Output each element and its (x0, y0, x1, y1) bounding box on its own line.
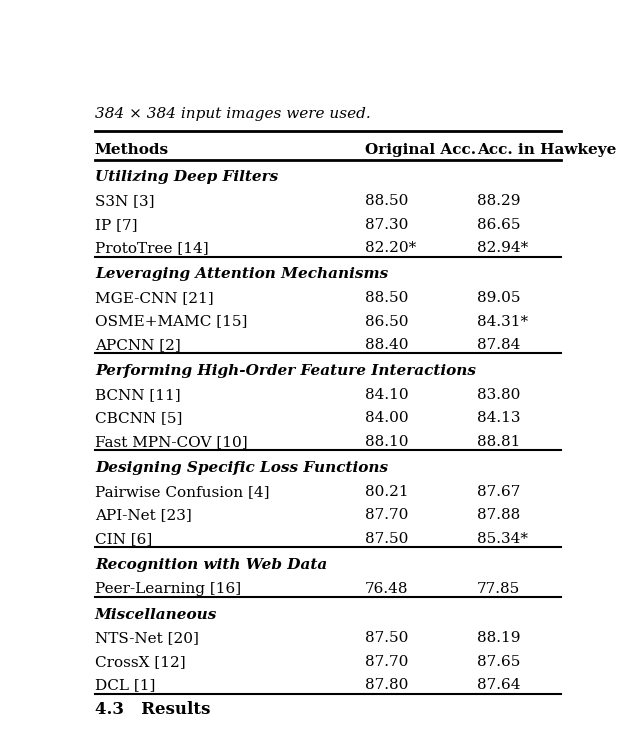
Text: 87.67: 87.67 (477, 485, 520, 499)
Text: 87.30: 87.30 (365, 218, 408, 231)
Text: 87.70: 87.70 (365, 655, 408, 669)
Text: CBCNN [5]: CBCNN [5] (95, 411, 182, 425)
Text: Fast MPN-COV [10]: Fast MPN-COV [10] (95, 435, 248, 449)
Text: Designing Specific Loss Functions: Designing Specific Loss Functions (95, 461, 388, 475)
Text: 384 × 384 input images were used.: 384 × 384 input images were used. (95, 107, 371, 121)
Text: 86.65: 86.65 (477, 218, 520, 231)
Text: 82.20*: 82.20* (365, 241, 417, 255)
Text: Peer-Learning [16]: Peer-Learning [16] (95, 581, 241, 595)
Text: 87.70: 87.70 (365, 509, 408, 522)
Text: 89.05: 89.05 (477, 291, 520, 305)
Text: 88.50: 88.50 (365, 291, 408, 305)
Text: 80.21: 80.21 (365, 485, 409, 499)
Text: 76.48: 76.48 (365, 581, 409, 595)
Text: Miscellaneous: Miscellaneous (95, 607, 217, 622)
Text: 88.19: 88.19 (477, 631, 520, 645)
Text: 84.13: 84.13 (477, 411, 520, 425)
Text: 88.50: 88.50 (365, 194, 408, 208)
Text: 87.88: 87.88 (477, 509, 520, 522)
Text: CrossX [12]: CrossX [12] (95, 655, 186, 669)
Text: Utilizing Deep Filters: Utilizing Deep Filters (95, 170, 278, 184)
Text: IP [7]: IP [7] (95, 218, 138, 231)
Text: CIN [6]: CIN [6] (95, 532, 152, 546)
Text: 88.40: 88.40 (365, 338, 409, 352)
Text: Recognition with Web Data: Recognition with Web Data (95, 558, 327, 572)
Text: MGE-CNN [21]: MGE-CNN [21] (95, 291, 214, 305)
Text: 87.65: 87.65 (477, 655, 520, 669)
Text: Acc. in Hawkeye: Acc. in Hawkeye (477, 143, 616, 157)
Text: 84.10: 84.10 (365, 388, 409, 401)
Text: NTS-Net [20]: NTS-Net [20] (95, 631, 199, 645)
Text: 87.50: 87.50 (365, 631, 408, 645)
Text: 88.10: 88.10 (365, 435, 409, 449)
Text: APCNN [2]: APCNN [2] (95, 338, 180, 352)
Text: ProtoTree [14]: ProtoTree [14] (95, 241, 209, 255)
Text: Original Acc.: Original Acc. (365, 143, 476, 157)
Text: 86.50: 86.50 (365, 315, 409, 329)
Text: S3N [3]: S3N [3] (95, 194, 154, 208)
Text: 88.81: 88.81 (477, 435, 520, 449)
Text: 87.50: 87.50 (365, 532, 408, 546)
Text: 84.00: 84.00 (365, 411, 409, 425)
Text: 77.85: 77.85 (477, 581, 520, 595)
Text: 88.29: 88.29 (477, 194, 520, 208)
Text: Methods: Methods (95, 143, 169, 157)
Text: DCL [1]: DCL [1] (95, 679, 156, 692)
Text: 4.3   Results: 4.3 Results (95, 700, 211, 718)
Text: 83.80: 83.80 (477, 388, 520, 401)
Text: OSME+MAMC [15]: OSME+MAMC [15] (95, 315, 247, 329)
Text: API-Net [23]: API-Net [23] (95, 509, 191, 522)
Text: Leveraging Attention Mechanisms: Leveraging Attention Mechanisms (95, 267, 388, 281)
Text: 87.64: 87.64 (477, 679, 520, 692)
Text: 87.84: 87.84 (477, 338, 520, 352)
Text: 85.34*: 85.34* (477, 532, 528, 546)
Text: 87.80: 87.80 (365, 679, 408, 692)
Text: 82.94*: 82.94* (477, 241, 528, 255)
Text: Performing High-Order Feature Interactions: Performing High-Order Feature Interactio… (95, 364, 476, 378)
Text: BCNN [11]: BCNN [11] (95, 388, 180, 401)
Text: 84.31*: 84.31* (477, 315, 528, 329)
Text: Pairwise Confusion [4]: Pairwise Confusion [4] (95, 485, 269, 499)
